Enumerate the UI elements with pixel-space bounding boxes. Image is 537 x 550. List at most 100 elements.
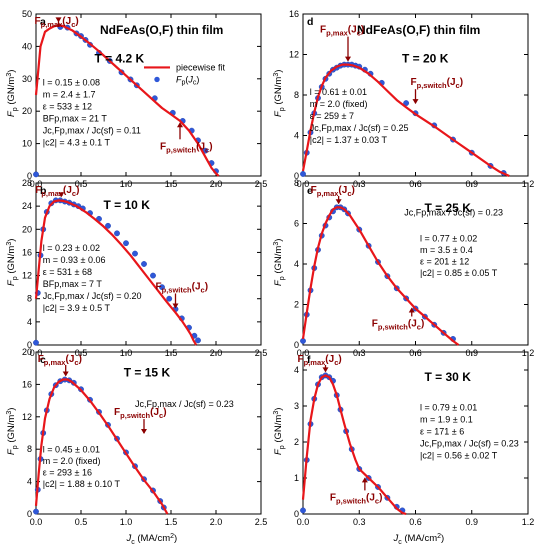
fit-parameter: ε = 293 ± 16 xyxy=(43,467,92,477)
fp-max-arrowhead xyxy=(55,17,62,23)
data-point xyxy=(300,171,306,177)
fit-parameter: |c2| = 1.88 ± 0.10 T xyxy=(43,479,121,489)
fp-switch-label: Fp,switch(Jc) xyxy=(156,281,209,294)
x-axis-label: Jc (MA/cm2) xyxy=(126,533,178,546)
fit-parameter: Jc,Fp,max / Jc(sf) = 0.23 xyxy=(420,438,519,448)
y-tick-label: 6 xyxy=(294,219,299,229)
fit-parameter: l = 0.45 ± 0.01 xyxy=(43,444,100,454)
fit-parameter: |c2| = 4.3 ± 0.1 T xyxy=(43,137,111,147)
y-tick-label: 8 xyxy=(294,178,299,188)
panel-letter: b xyxy=(40,185,46,197)
data-point xyxy=(33,171,39,178)
fit-parameter: BFp,max = 7 T xyxy=(43,279,103,289)
data-point xyxy=(123,240,129,247)
y-tick-label: 0 xyxy=(27,340,32,350)
fp-switch-label: Fp,switch(Jc) xyxy=(160,141,213,154)
y-axis-label: Fp (GN/m3) xyxy=(273,408,286,455)
y-tick-label: 2 xyxy=(294,300,299,310)
y-tick-label: 0 xyxy=(27,509,32,519)
fit-parameter: ε = 533 ± 12 xyxy=(43,101,92,111)
plot-frame xyxy=(302,351,529,515)
fit-parameter: BFp,max = 21 T xyxy=(43,113,108,123)
panel-letter: f xyxy=(307,354,311,366)
y-tick-label: 0 xyxy=(294,340,299,350)
y-tick-label: 20 xyxy=(22,224,32,234)
y-tick-label: 50 xyxy=(22,9,32,19)
fp-switch-arrowhead xyxy=(412,99,419,105)
legend-points-swatch xyxy=(154,76,160,83)
y-tick-label: 12 xyxy=(22,412,32,422)
y-tick-label: 20 xyxy=(22,347,32,357)
fp-max-label: Fp,max(Jc) xyxy=(38,354,82,367)
fp-max-arrowhead xyxy=(345,56,351,62)
y-axis-label: Fp (GN/m3) xyxy=(273,70,286,117)
fp-switch-label: Fp,switch(Jc) xyxy=(114,407,167,420)
fp-switch-label: Fp,switch(Jc) xyxy=(411,77,464,90)
figure-title-left: NdFeAs(O,F) thin film xyxy=(100,23,223,37)
y-tick-label: 8 xyxy=(27,294,32,304)
temperature-label: T = 30 K xyxy=(425,370,472,384)
legend-points-label: Fp(Jc) xyxy=(176,74,199,86)
fit-parameter: ε = 531 ± 68 xyxy=(43,267,92,277)
fp-switch-label: Fp,switch(Jc) xyxy=(372,319,425,332)
fp-switch-arrowhead xyxy=(177,122,183,128)
y-tick-label: 12 xyxy=(289,50,299,60)
x-tick-label: 0.0 xyxy=(297,517,310,527)
data-point xyxy=(114,230,120,237)
panel-f: 0.0 0.3 0.6 0.9 1.2 0 1 2 3 4 Fp (GN/m3) Jc (MA/cm2… xyxy=(273,351,534,546)
y-tick-label: 24 xyxy=(22,201,32,211)
y-tick-label: 20 xyxy=(22,106,32,116)
fit-parameter: l = 0.79 ± 0.01 xyxy=(420,402,477,412)
plot-frame xyxy=(35,351,262,515)
y-axis-label: Fp (GN/m3) xyxy=(273,239,286,286)
x-tick-label: 2.5 xyxy=(255,517,268,527)
fp-max-label: Fp,max(Jc) xyxy=(35,185,79,198)
fp-switch-arrowhead xyxy=(361,477,368,483)
y-tick-label: 40 xyxy=(22,41,32,51)
y-tick-label: 4 xyxy=(27,477,32,487)
fp-max-label: Fp,max(Jc) xyxy=(311,185,355,198)
y-tick-label: 3 xyxy=(294,401,299,411)
fit-parameter: |c2| = 1.37 ± 0.03 T xyxy=(310,135,388,145)
x-tick-label: 1.5 xyxy=(165,517,178,527)
fit-parameter: ε = 201 ± 12 xyxy=(420,256,469,266)
temperature-label: T = 4.2 K xyxy=(95,52,145,66)
y-tick-label: 1 xyxy=(294,473,299,483)
temperature-label: T = 25 K xyxy=(425,201,472,215)
fit-curve xyxy=(34,378,169,515)
y-tick-label: 16 xyxy=(22,247,32,257)
fit-parameter: m = 0.93 ± 0.06 xyxy=(43,255,106,265)
figure-title-right: NdFeAs(O,F) thin film xyxy=(357,23,480,37)
y-tick-label: 0 xyxy=(294,509,299,519)
temperature-label: T = 15 K xyxy=(124,365,171,379)
y-tick-label: 4 xyxy=(294,259,299,269)
x-axis-label: Jc (MA/cm2) xyxy=(393,533,445,546)
y-tick-label: 10 xyxy=(22,139,32,149)
fit-parameter: l = 0.23 ± 0.02 xyxy=(43,243,100,253)
fit-parameter: Jc,Fp,max / Jc(sf) = 0.25 xyxy=(310,123,409,133)
x-tick-label: 0.5 xyxy=(75,517,88,527)
temperature-label: T = 20 K xyxy=(402,52,449,66)
fp-max-label: Fp,max(Jc) xyxy=(35,16,79,29)
x-tick-label: 0.6 xyxy=(409,517,422,527)
y-tick-label: 16 xyxy=(22,379,32,389)
fit-curve xyxy=(301,206,460,346)
fit-parameter: m = 3.5 ± 0.4 xyxy=(420,245,473,255)
fit-parameter: Jc,Fp,max / Jc(sf) = 0.20 xyxy=(43,291,142,301)
fp-switch-arrowhead xyxy=(141,429,147,435)
fit-parameter: |c2| = 0.85 ± 0.05 T xyxy=(420,268,498,278)
fp-max-arrowhead xyxy=(58,192,65,198)
data-point xyxy=(403,100,410,107)
data-point xyxy=(300,338,306,344)
y-axis-label: Fp (GN/m3) xyxy=(6,70,19,117)
data-point xyxy=(300,507,306,514)
data-point xyxy=(33,339,39,346)
legend-fit-label: piecewise fit xyxy=(176,62,226,72)
data-point xyxy=(33,508,39,515)
fit-parameter: ε = 171 ± 6 xyxy=(420,426,464,436)
plot-frame xyxy=(35,182,262,346)
